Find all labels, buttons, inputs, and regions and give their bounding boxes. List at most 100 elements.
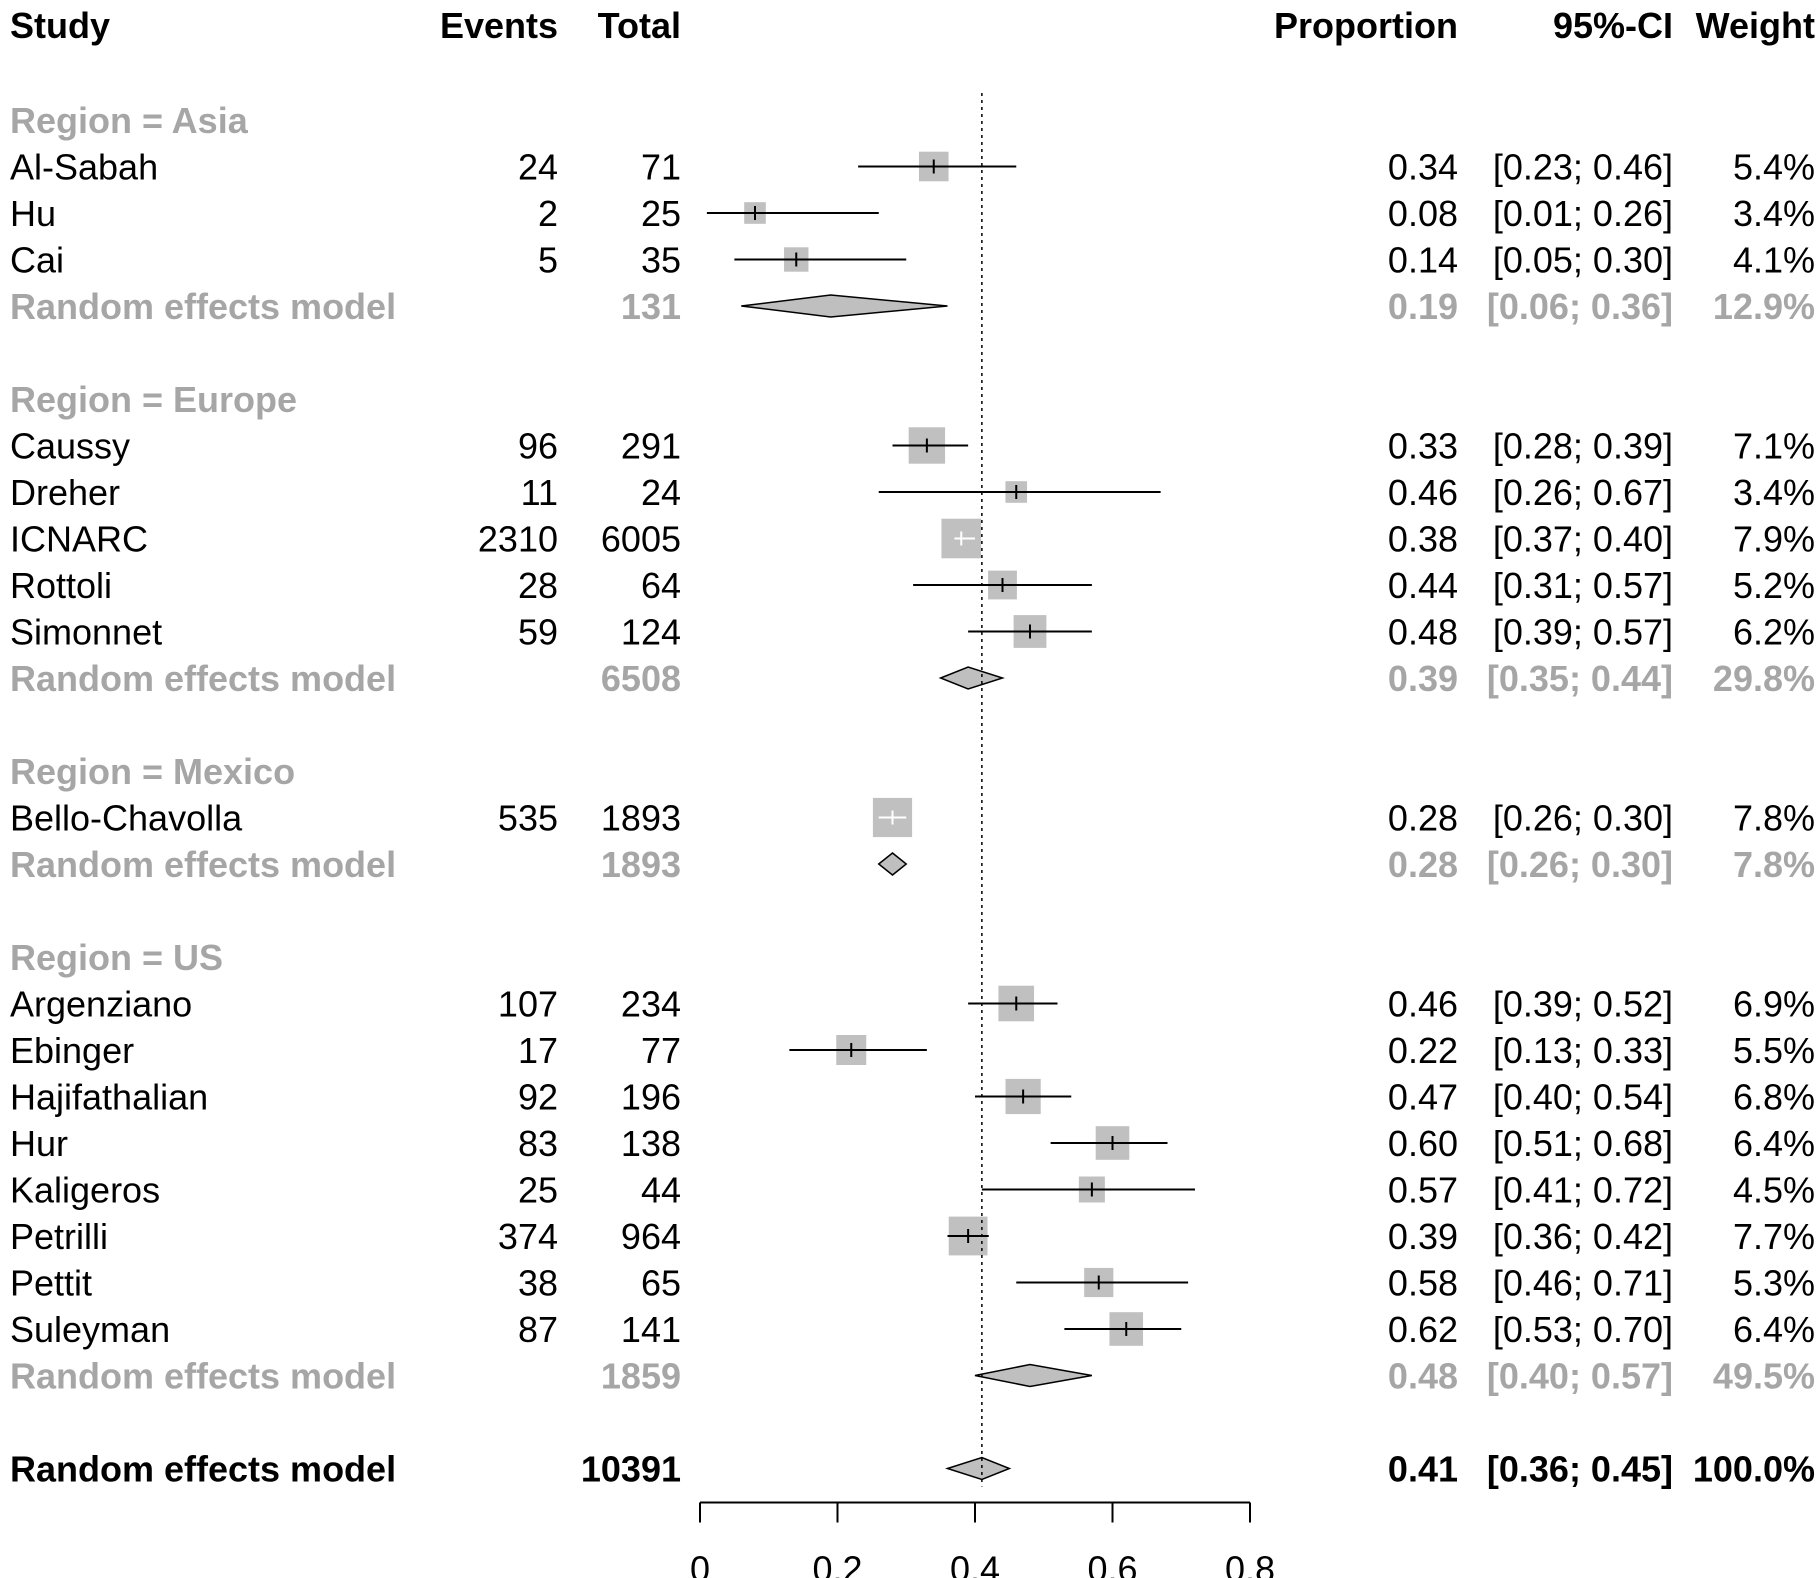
total-value: 196 <box>621 1077 681 1118</box>
study-name: Suleyman <box>10 1309 170 1350</box>
events-value: 374 <box>498 1216 558 1257</box>
summary-label: Random effects model <box>10 844 396 885</box>
ci-value: [0.51; 0.68] <box>1493 1123 1673 1164</box>
total-value: 71 <box>641 147 681 188</box>
study-row: Pettit 38 65 0.58 [0.46; 0.71] 5.3% <box>10 1263 1815 1304</box>
events-value: 83 <box>518 1123 558 1164</box>
ci-value: [0.28; 0.39] <box>1493 426 1673 467</box>
weight-value: 6.9% <box>1733 984 1815 1025</box>
header-ci: 95%-CI <box>1553 5 1673 46</box>
study-row: Petrilli 374 964 0.39 [0.36; 0.42] 7.7% <box>10 1216 1815 1257</box>
ci-value: [0.39; 0.57] <box>1493 612 1673 653</box>
study-row: Suleyman 87 141 0.62 [0.53; 0.70] 6.4% <box>10 1309 1815 1350</box>
weight-value: 4.1% <box>1733 240 1815 281</box>
summary-label: Random effects model <box>10 1356 396 1397</box>
study-row: Hur 83 138 0.60 [0.51; 0.68] 6.4% <box>10 1123 1815 1164</box>
summary-proportion: 0.28 <box>1388 844 1458 885</box>
proportion-value: 0.39 <box>1388 1216 1458 1257</box>
summary-weight: 29.8% <box>1713 658 1815 699</box>
proportion-value: 0.08 <box>1388 193 1458 234</box>
weight-value: 7.7% <box>1733 1216 1815 1257</box>
summary-label: Random effects model <box>10 1449 396 1490</box>
study-name: Cai <box>10 240 64 281</box>
ci-value: [0.13; 0.33] <box>1493 1030 1673 1071</box>
events-value: 28 <box>518 565 558 606</box>
proportion-value: 0.48 <box>1388 612 1458 653</box>
ci-value: [0.31; 0.57] <box>1493 565 1673 606</box>
ci-value: [0.26; 0.67] <box>1493 472 1673 513</box>
total-value: 77 <box>641 1030 681 1071</box>
subgroup-summary-row: Random effects model 131 0.19 [0.06; 0.36] 1… <box>10 286 1815 327</box>
summary-ci: [0.06; 0.36] <box>1487 286 1673 327</box>
total-value: 44 <box>641 1170 681 1211</box>
column-headers: Study Events Total Proportion 95%-CI Wei… <box>10 5 1815 46</box>
total-value: 124 <box>621 612 681 653</box>
weight-value: 5.4% <box>1733 147 1815 188</box>
ci-value: [0.23; 0.46] <box>1493 147 1673 188</box>
events-value: 107 <box>498 984 558 1025</box>
weight-value: 6.4% <box>1733 1123 1815 1164</box>
header-total: Total <box>598 5 681 46</box>
overall-diamond <box>945 1456 1012 1481</box>
group-heading: Region = US <box>10 937 223 978</box>
events-value: 87 <box>518 1309 558 1350</box>
summary-weight: 100.0% <box>1693 1449 1815 1490</box>
summary-proportion: 0.41 <box>1388 1449 1458 1490</box>
weight-value: 7.1% <box>1733 426 1815 467</box>
events-value: 24 <box>518 147 558 188</box>
ci-value: [0.36; 0.42] <box>1493 1216 1673 1257</box>
total-value: 64 <box>641 565 681 606</box>
subgroup-diamond <box>938 666 1005 690</box>
proportion-value: 0.57 <box>1388 1170 1458 1211</box>
ci-value: [0.05; 0.30] <box>1493 240 1673 281</box>
ci-value: [0.41; 0.72] <box>1493 1170 1673 1211</box>
header-weight: Weight <box>1696 5 1815 46</box>
total-value: 234 <box>621 984 681 1025</box>
proportion-value: 0.38 <box>1388 519 1458 560</box>
study-row: Al-Sabah 24 71 0.34 [0.23; 0.46] 5.4% <box>10 147 1815 188</box>
proportion-value: 0.28 <box>1388 798 1458 839</box>
summary-total: 1893 <box>601 844 681 885</box>
study-name: Bello-Chavolla <box>10 798 243 839</box>
subgroup-diamond <box>741 294 948 318</box>
proportion-value: 0.33 <box>1388 426 1458 467</box>
study-name: Argenziano <box>10 984 192 1025</box>
study-row: Caussy 96 291 0.33 [0.28; 0.39] 7.1% <box>10 426 1815 467</box>
x-tick-label: 0 <box>690 1549 710 1578</box>
header-events: Events <box>440 5 558 46</box>
summary-weight: 12.9% <box>1713 286 1815 327</box>
ci-value: [0.53; 0.70] <box>1493 1309 1673 1350</box>
plot-marks <box>706 93 1195 1487</box>
ci-value: [0.46; 0.71] <box>1493 1263 1673 1304</box>
total-value: 1893 <box>601 798 681 839</box>
ci-value: [0.39; 0.52] <box>1493 984 1673 1025</box>
events-value: 96 <box>518 426 558 467</box>
weight-value: 5.5% <box>1733 1030 1815 1071</box>
study-name: Hur <box>10 1123 68 1164</box>
study-row: ICNARC 2310 6005 0.38 [0.37; 0.40] 7.9% <box>10 519 1815 560</box>
proportion-value: 0.22 <box>1388 1030 1458 1071</box>
study-name: Caussy <box>10 426 130 467</box>
total-value: 291 <box>621 426 681 467</box>
weight-value: 3.4% <box>1733 193 1815 234</box>
group-heading: Region = Asia <box>10 100 249 141</box>
total-value: 6005 <box>601 519 681 560</box>
weight-value: 6.4% <box>1733 1309 1815 1350</box>
x-tick-label: 0.8 <box>1225 1549 1275 1578</box>
subgroup-summary-row: Random effects model 1859 0.48 [0.40; 0.57]… <box>10 1356 1815 1397</box>
study-name: Hajifathalian <box>10 1077 208 1118</box>
events-value: 38 <box>518 1263 558 1304</box>
total-value: 25 <box>641 193 681 234</box>
x-tick-label: 0.6 <box>1087 1549 1137 1578</box>
x-tick-label: 0.2 <box>812 1549 862 1578</box>
total-value: 138 <box>621 1123 681 1164</box>
study-name: Dreher <box>10 472 120 513</box>
weight-value: 7.9% <box>1733 519 1815 560</box>
study-row: Rottoli 28 64 0.44 [0.31; 0.57] 5.2% <box>10 565 1815 606</box>
summary-proportion: 0.48 <box>1388 1356 1458 1397</box>
study-row: Ebinger 17 77 0.22 [0.13; 0.33] 5.5% <box>10 1030 1815 1071</box>
summary-proportion: 0.19 <box>1388 286 1458 327</box>
events-value: 535 <box>498 798 558 839</box>
weight-value: 7.8% <box>1733 798 1815 839</box>
